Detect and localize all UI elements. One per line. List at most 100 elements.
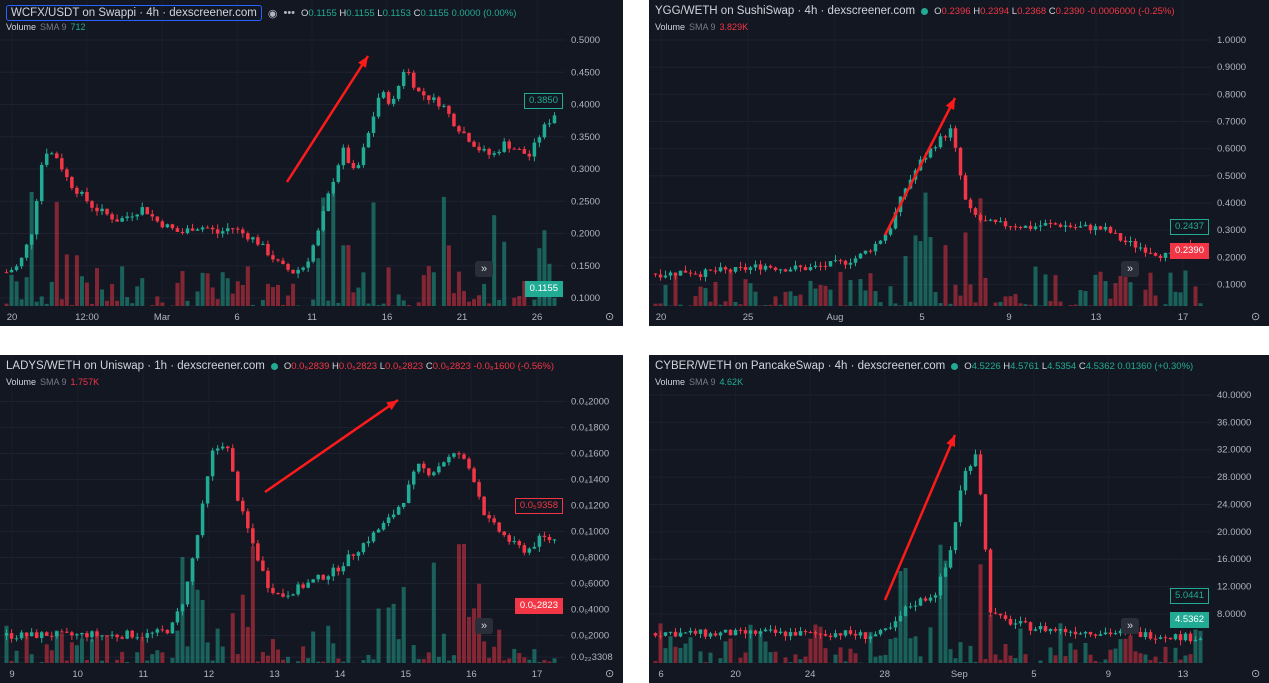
change-value: -0.0₈1600 (-0.56%) xyxy=(473,360,555,372)
chart-title[interactable]: CYBER/WETH on PancakeSwap · 4h · dexscre… xyxy=(655,360,946,372)
candle-body xyxy=(95,207,99,212)
candle-body xyxy=(90,201,94,208)
y-tick-label: 12.0000 xyxy=(1217,582,1251,593)
settings-icon[interactable]: ⊙ xyxy=(1251,311,1261,323)
volume-bar xyxy=(150,305,155,306)
scroll-to-realtime-button[interactable]: » xyxy=(475,618,493,634)
volume-bar xyxy=(386,267,391,306)
volume-bar xyxy=(1113,648,1118,663)
chart-title[interactable]: YGG/WETH on SushiSwap · 4h · dexscreener… xyxy=(655,5,916,17)
x-tick-label: 20 xyxy=(7,312,18,323)
volume-bar xyxy=(346,578,351,663)
volume-bar xyxy=(843,305,848,306)
candle-body xyxy=(683,270,688,273)
volume-bar xyxy=(205,642,210,663)
scroll-to-realtime-button[interactable]: » xyxy=(1121,261,1139,277)
candle-body xyxy=(105,635,109,637)
chart-panel-ygg[interactable]: 1.0000 0.9000 0.8000 0.7000 0.6000 0.5000 0.40… xyxy=(649,0,1269,326)
candle-body xyxy=(983,220,988,222)
settings-icon[interactable]: ⊙ xyxy=(1251,668,1261,680)
candle-body xyxy=(888,627,893,629)
candle-body xyxy=(437,466,441,473)
candle-body xyxy=(1033,226,1038,229)
candle-body xyxy=(903,606,908,616)
chart-panel-wcfx[interactable]: 0.5000 0.4500 0.4000 0.3500 0.3000 0.2500 0.20… xyxy=(0,0,623,326)
volume-bar xyxy=(140,278,145,306)
candle-body xyxy=(100,635,104,637)
candle-body xyxy=(1153,638,1158,640)
candle-body xyxy=(487,148,491,155)
candle-body xyxy=(14,266,19,271)
y-tick-label: 0.0₂₂3308 xyxy=(571,652,613,663)
more-icon[interactable]: ••• xyxy=(283,7,296,19)
volume-bar xyxy=(713,281,718,306)
live-status-icon xyxy=(951,362,959,370)
chart-panel-ladys[interactable]: 0.0₄2000 0.0₄1800 0.0₄1600 0.0₄1400 0.0₄1200… xyxy=(0,355,623,683)
volume-bar xyxy=(346,245,351,306)
candle-body xyxy=(95,631,99,636)
candle-body xyxy=(993,612,998,614)
candle-body xyxy=(1043,223,1048,226)
candle-body xyxy=(1128,240,1133,243)
eye-icon[interactable]: ◉ xyxy=(267,7,278,20)
candle-body xyxy=(1198,638,1203,641)
candle-body xyxy=(130,216,134,218)
volume-bar xyxy=(1193,629,1198,663)
x-tick-label: 13 xyxy=(269,669,280,680)
volume-bar xyxy=(386,607,391,663)
x-tick-label: 25 xyxy=(743,312,754,323)
volume-bar xyxy=(1163,646,1168,663)
volume-bar xyxy=(1068,643,1073,663)
volume-bar xyxy=(497,629,502,663)
volume-bar xyxy=(270,287,275,306)
y-tick-label: 0.2500 xyxy=(571,196,600,207)
volume-bar xyxy=(9,661,14,663)
candle-body xyxy=(653,273,658,275)
volume-bar xyxy=(431,562,436,663)
candle-body xyxy=(783,631,788,637)
candle-body xyxy=(1108,226,1113,233)
settings-icon[interactable]: ⊙ xyxy=(605,668,615,680)
settings-icon[interactable]: ⊙ xyxy=(605,311,615,323)
volume-value: 4.62K xyxy=(719,377,744,387)
chart-panel-cyber[interactable]: 40.0000 36.0000 32.0000 28.0000 24.0000 20.00… xyxy=(649,355,1269,683)
candle-body xyxy=(693,630,698,634)
volume-value: 712 xyxy=(70,22,86,32)
volume-bar xyxy=(1083,291,1088,306)
chart-title[interactable]: WCFX/USDT on Swappi · 4h · dexscreener.c… xyxy=(6,5,262,21)
scroll-to-realtime-button[interactable]: » xyxy=(1121,618,1139,634)
candle-body xyxy=(733,629,738,636)
volume-bar xyxy=(160,652,165,663)
volume-legend: Volume SMA 9 4.62K xyxy=(655,377,743,387)
candle-body xyxy=(988,219,993,221)
volume-bar xyxy=(798,294,803,306)
candle-body xyxy=(1138,247,1143,249)
candle-body xyxy=(210,450,215,477)
candle-body xyxy=(1023,621,1028,623)
candle-body xyxy=(381,523,386,530)
candle-body xyxy=(793,632,798,636)
volume-bar xyxy=(431,272,436,306)
candle-body xyxy=(241,500,245,512)
volume-bar xyxy=(908,638,913,663)
annotation-arrow xyxy=(264,398,399,494)
scroll-to-realtime-button[interactable]: » xyxy=(475,261,493,277)
volume-bar xyxy=(673,275,678,306)
volume-bar xyxy=(813,624,818,663)
volume-bar xyxy=(517,296,522,306)
volume-bar xyxy=(532,299,537,306)
candle-body xyxy=(823,634,828,636)
candle-body xyxy=(492,153,496,155)
candle-body xyxy=(406,72,411,74)
chart-title[interactable]: LADYS/WETH on Uniswap · 1h · dexscreener… xyxy=(6,360,265,372)
candle-body xyxy=(276,593,280,595)
volume-bar xyxy=(858,279,863,306)
candle-body xyxy=(1003,615,1008,619)
volume-bar xyxy=(336,658,341,663)
volume-bar xyxy=(668,636,673,663)
volume-bar xyxy=(14,281,19,306)
open-value: 0.2396 xyxy=(941,5,971,17)
volume-bar xyxy=(888,639,893,663)
candle-body xyxy=(351,554,356,556)
candle-body xyxy=(366,132,371,148)
